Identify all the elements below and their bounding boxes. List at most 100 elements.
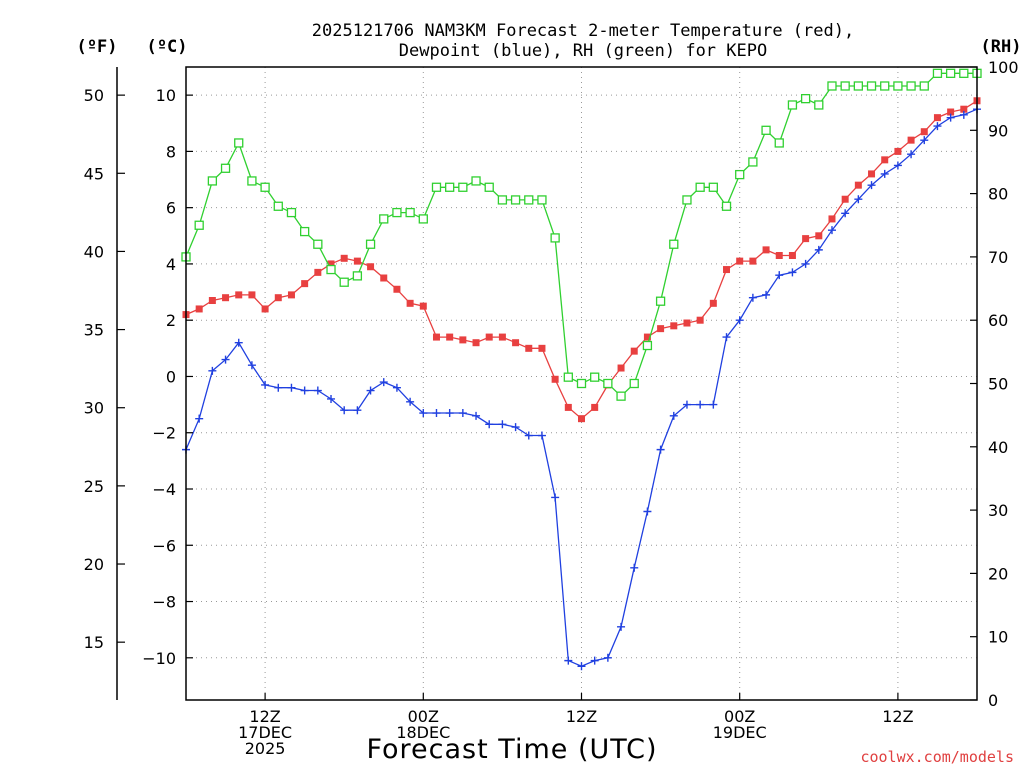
dewpoint-point xyxy=(893,161,902,170)
rh-point xyxy=(866,81,877,91)
temperature-point xyxy=(591,403,599,411)
fahrenheit-tick-label: 15 xyxy=(84,633,104,652)
dewpoint-point xyxy=(366,386,375,395)
rh-tick-label: 80 xyxy=(988,185,1008,204)
dewpoint-point xyxy=(946,113,955,122)
x-tick-label: 12Z xyxy=(566,707,597,726)
rh-point xyxy=(800,94,811,104)
temperature-point xyxy=(525,344,533,352)
temperature-point xyxy=(235,291,243,299)
temperature-point xyxy=(947,108,955,116)
rh-point xyxy=(273,201,283,211)
rh-point xyxy=(458,182,468,192)
fahrenheit-unit-label: (ºF) xyxy=(77,37,118,57)
dewpoint-point xyxy=(195,414,204,423)
rh-tick-label: 10 xyxy=(988,628,1008,647)
rh-point xyxy=(945,68,956,78)
celsius-tick-label: −4 xyxy=(152,480,176,499)
rh-point xyxy=(550,233,560,243)
temperature-point xyxy=(828,215,836,223)
rh-unit-label: (RH) xyxy=(981,37,1022,57)
dewpoint-point xyxy=(814,245,823,254)
dewpoint-point xyxy=(208,366,217,375)
temperature-point xyxy=(578,415,585,423)
temperature-point xyxy=(630,347,638,355)
dewpoint-point xyxy=(709,400,718,409)
x-tick-label: 00Z xyxy=(408,707,439,726)
chart-title-line-1: 2025121706 NAM3KM Forecast 2-meter Tempe… xyxy=(312,21,854,41)
temperature-point xyxy=(512,339,520,347)
dewpoint-point xyxy=(498,420,507,429)
temperature-point xyxy=(446,333,454,341)
temperature-point xyxy=(432,333,440,341)
temperature-point xyxy=(802,235,810,243)
x-tick-label: 19DEC xyxy=(713,723,767,742)
rh-point xyxy=(814,100,824,110)
dewpoint-point xyxy=(261,380,270,389)
dewpoint-point xyxy=(432,409,441,418)
temperature-point xyxy=(393,285,401,293)
x-axis-label: Forecast Time (UTC) xyxy=(366,734,657,765)
rh-point xyxy=(721,201,732,211)
temperature-point xyxy=(459,336,467,344)
rh-point xyxy=(827,81,837,91)
dewpoint-point xyxy=(247,361,256,370)
temperature-point xyxy=(683,319,691,327)
x-tick-label: 18DEC xyxy=(396,723,450,742)
dewpoint-point xyxy=(788,268,797,277)
x-tick-label: 12Z xyxy=(882,707,913,726)
temperature-point xyxy=(261,305,269,313)
rh-point xyxy=(247,176,257,186)
rh-point xyxy=(524,195,534,205)
dewpoint-point xyxy=(445,409,454,418)
rh-point xyxy=(655,296,666,306)
temperature-point xyxy=(195,305,203,313)
celsius-tick-label: 4 xyxy=(166,255,176,274)
chart-title-line-2: Dewpoint (blue), RH (green) for KEPO xyxy=(399,41,767,61)
temperature-point xyxy=(287,291,295,299)
temperature-point xyxy=(222,294,230,302)
grid-lines xyxy=(186,67,977,700)
dewpoint-point xyxy=(735,316,744,325)
dewpoint-point xyxy=(577,662,586,671)
series-layer xyxy=(181,68,982,671)
rh-point xyxy=(906,81,916,91)
celsius-tick-label: 6 xyxy=(166,199,176,218)
rh-point xyxy=(880,81,890,91)
rh-point xyxy=(220,163,231,173)
temperature-point xyxy=(749,257,757,265)
rh-tick-label: 60 xyxy=(988,311,1008,330)
temperature-point xyxy=(274,294,282,302)
temperature-point xyxy=(788,251,796,259)
temperature-point xyxy=(696,316,704,324)
celsius-tick-label: −8 xyxy=(152,593,176,612)
dewpoint-point xyxy=(379,378,388,387)
rh-point xyxy=(379,214,389,224)
dewpoint-point xyxy=(603,653,612,662)
fahrenheit-tick-label: 40 xyxy=(84,242,104,261)
dewpoint-point xyxy=(630,563,639,572)
rh-tick-label: 0 xyxy=(988,691,998,710)
rh-point xyxy=(510,195,521,205)
rh-point xyxy=(695,182,705,192)
rh-point xyxy=(418,214,428,224)
rh-point xyxy=(563,372,573,382)
temperature-point xyxy=(617,364,625,372)
dewpoint-point xyxy=(327,394,336,403)
temperature-point xyxy=(314,268,322,276)
rh-point xyxy=(853,81,863,91)
dewpoint-point xyxy=(617,622,626,631)
rh-point xyxy=(932,68,943,78)
rh-point xyxy=(484,182,494,192)
temperature-point xyxy=(643,333,651,341)
temperature-point xyxy=(472,339,480,347)
celsius-tick-label: −2 xyxy=(152,424,176,443)
rh-point xyxy=(735,169,745,180)
rh-point xyxy=(352,271,363,281)
rh-point xyxy=(959,68,969,78)
dewpoint-point xyxy=(590,656,599,665)
rh-point xyxy=(471,176,481,186)
dewpoint-point xyxy=(392,383,401,392)
dewpoint-point xyxy=(287,383,296,392)
fahrenheit-tick-label: 20 xyxy=(84,555,104,574)
